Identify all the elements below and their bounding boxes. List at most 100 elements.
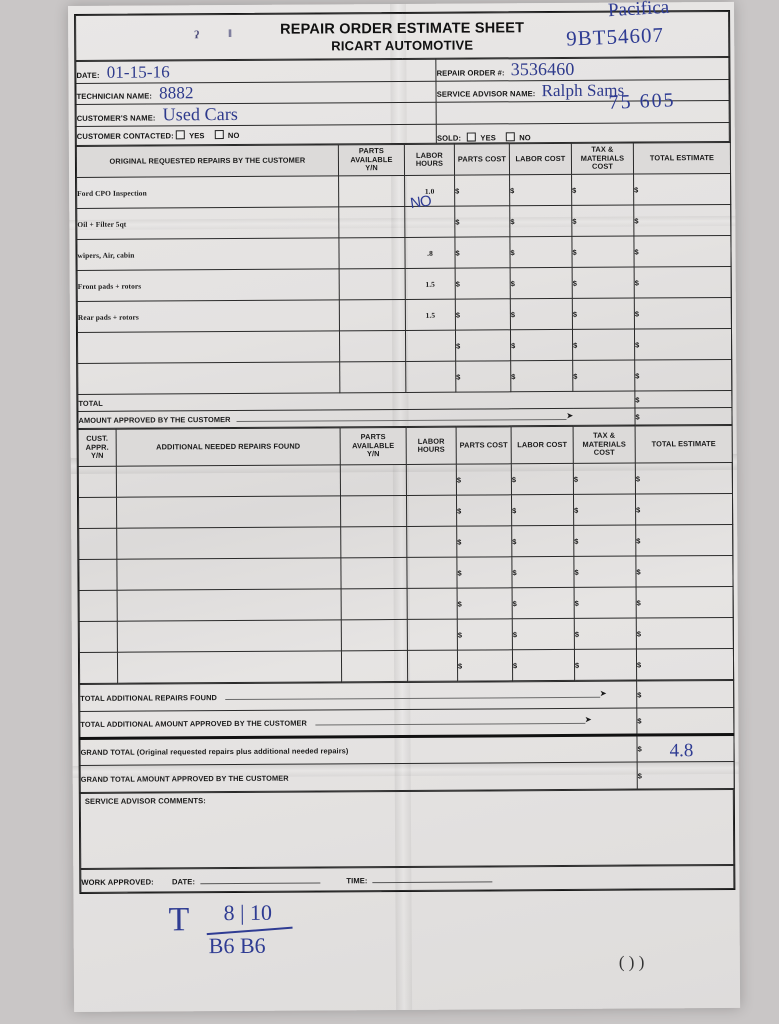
table-row[interactable]: wipers, Air, cabin .8 $ $ $ $ — [76, 235, 732, 271]
parts-cost-cell[interactable]: $ — [455, 267, 511, 300]
parts-cost-cell[interactable]: $ — [456, 525, 512, 558]
cust-appr-cell[interactable] — [79, 621, 118, 653]
table-row[interactable]: $ $ $ $ — [78, 555, 734, 591]
total-estimate-cell[interactable]: $ — [636, 586, 734, 619]
labor-cost-cell[interactable]: $ — [512, 618, 575, 650]
table-row[interactable]: $ $ $ $ — [79, 586, 734, 622]
sold-yes-checkbox[interactable] — [467, 132, 477, 142]
parts-available-cell[interactable] — [338, 175, 405, 207]
labor-cost-cell[interactable]: $ — [510, 360, 573, 392]
labor-cost-cell[interactable]: $ — [511, 494, 574, 526]
work-approved-date-input[interactable] — [200, 873, 321, 885]
labor-cost-cell[interactable]: $ — [511, 525, 574, 557]
table-row[interactable]: Front pads + rotors 1.5 $ $ $ $ — [77, 266, 732, 302]
table-row[interactable]: $ $ $ $ — [78, 524, 733, 560]
table-row[interactable]: Rear pads + rotors 1.5 $ $ $ $ — [77, 297, 732, 333]
labor-cost-cell[interactable]: $ — [509, 236, 573, 268]
labor-cost-cell[interactable]: $ — [512, 587, 575, 619]
service-advisor-field[interactable]: SERVICE ADVISOR NAME: Ralph Sams — [436, 79, 730, 103]
parts-available-cell[interactable] — [340, 526, 407, 558]
parts-cost-cell[interactable]: $ — [456, 556, 513, 589]
labor-cost-cell[interactable]: $ — [510, 298, 573, 330]
parts-cost-cell[interactable]: $ — [456, 463, 512, 496]
parts-available-cell[interactable] — [338, 237, 406, 269]
tax-materials-cell[interactable]: $ — [574, 618, 637, 650]
labor-cost-cell[interactable]: $ — [510, 267, 573, 299]
parts-cost-cell[interactable]: $ — [455, 298, 511, 331]
parts-available-cell[interactable] — [340, 464, 407, 496]
labor-cost-cell[interactable]: $ — [509, 174, 572, 206]
tax-materials-cell[interactable]: $ — [572, 360, 635, 392]
total-estimate-cell[interactable]: $ — [636, 617, 734, 650]
tax-materials-cell[interactable]: $ — [572, 329, 635, 361]
customer-contacted-field[interactable]: CUSTOMER CONTACTED: YES NO — [76, 124, 437, 146]
amount-approved-value-cell[interactable]: $ — [634, 407, 733, 426]
customer-name-field[interactable]: CUSTOMER'S NAME: Used Cars — [76, 102, 437, 127]
table-row[interactable]: Oil + Filter 5qt $ $ $ $ — [76, 204, 731, 240]
tax-materials-cell[interactable]: $ — [574, 587, 637, 619]
labor-cost-cell[interactable]: $ — [511, 463, 574, 495]
tax-materials-cell[interactable]: $ — [571, 205, 634, 237]
tax-materials-cell[interactable]: $ — [573, 463, 636, 495]
parts-available-cell[interactable] — [340, 557, 408, 589]
sold-field[interactable]: SOLD: YES NO — [436, 122, 730, 144]
parts-cost-cell[interactable]: $ — [455, 360, 511, 393]
table-row[interactable]: Ford CPO Inspection 1.0 $ $ $ $ — [76, 173, 731, 209]
date-field[interactable]: DATE: 01-15-16 — [75, 59, 437, 84]
total-estimate-cell[interactable]: $ — [634, 359, 732, 392]
grand-total-value[interactable]: $ — [636, 734, 735, 763]
total-additional-repairs-value[interactable]: $ — [636, 680, 734, 709]
customer-contacted-yes-checkbox[interactable] — [175, 130, 185, 140]
total-estimate-cell[interactable]: $ — [635, 493, 733, 526]
work-approved-time-input[interactable] — [372, 872, 493, 884]
tax-materials-cell[interactable]: $ — [572, 267, 635, 299]
parts-cost-cell[interactable]: $ — [457, 649, 513, 682]
table-row[interactable]: $ $ $ $ — [79, 648, 734, 684]
total-estimate-cell[interactable]: $ — [633, 235, 732, 268]
table-row[interactable]: $ $ $ $ — [78, 462, 733, 498]
labor-cost-cell[interactable]: $ — [510, 329, 573, 361]
grand-total-approved-value[interactable]: $ — [637, 761, 735, 790]
total-estimate-cell[interactable]: $ — [634, 297, 732, 330]
cust-appr-cell[interactable] — [78, 528, 117, 560]
tax-materials-cell[interactable]: $ — [571, 174, 634, 206]
technician-field[interactable]: TECHNICIAN NAME: 8882 — [75, 81, 437, 105]
total-estimate-cell[interactable]: $ — [633, 173, 731, 206]
table-row[interactable]: $ $ $ $ — [79, 617, 734, 653]
parts-cost-cell[interactable]: $ — [454, 174, 510, 207]
total-estimate-cell[interactable]: $ — [635, 524, 733, 557]
labor-cost-cell[interactable]: $ — [509, 205, 572, 237]
table-row[interactable]: $ $ $ $ — [77, 328, 732, 364]
parts-available-cell[interactable] — [339, 268, 406, 300]
total-estimate-cell[interactable]: $ — [634, 266, 732, 299]
table-row[interactable]: $ $ $ $ — [78, 493, 733, 529]
service-advisor-comments-box[interactable]: SERVICE ADVISOR COMMENTS: — [80, 789, 734, 869]
cust-appr-cell[interactable] — [78, 497, 117, 529]
tax-materials-cell[interactable]: $ — [573, 494, 636, 526]
parts-available-cell[interactable] — [341, 588, 408, 620]
total-estimate-cell[interactable]: $ — [635, 462, 733, 495]
parts-available-cell[interactable] — [341, 650, 408, 682]
total-additional-approved-value[interactable]: $ — [636, 707, 734, 736]
parts-cost-cell[interactable]: $ — [454, 205, 510, 238]
parts-cost-cell[interactable]: $ — [455, 329, 511, 362]
tax-materials-cell[interactable]: $ — [572, 298, 635, 330]
tax-materials-cell[interactable]: $ — [573, 525, 636, 557]
cust-appr-cell[interactable] — [79, 652, 118, 684]
parts-cost-cell[interactable]: $ — [457, 618, 513, 651]
parts-available-cell[interactable] — [339, 361, 406, 393]
parts-available-cell[interactable] — [339, 330, 406, 362]
parts-cost-cell[interactable]: $ — [454, 236, 511, 269]
total-estimate-cell[interactable]: $ — [633, 204, 731, 237]
parts-available-cell[interactable] — [339, 299, 406, 331]
labor-cost-cell[interactable]: $ — [511, 556, 575, 588]
tax-materials-cell[interactable]: $ — [571, 236, 635, 268]
repair-order-field[interactable]: REPAIR ORDER #: 3536460 — [435, 57, 729, 82]
total-estimate-cell[interactable]: $ — [634, 328, 732, 361]
labor-cost-cell[interactable]: $ — [512, 649, 575, 681]
parts-cost-cell[interactable]: $ — [457, 587, 513, 620]
tax-materials-cell[interactable]: $ — [573, 556, 637, 588]
total-estimate-cell[interactable]: $ — [636, 648, 734, 681]
cust-appr-cell[interactable] — [78, 559, 118, 591]
parts-available-cell[interactable] — [341, 619, 408, 651]
